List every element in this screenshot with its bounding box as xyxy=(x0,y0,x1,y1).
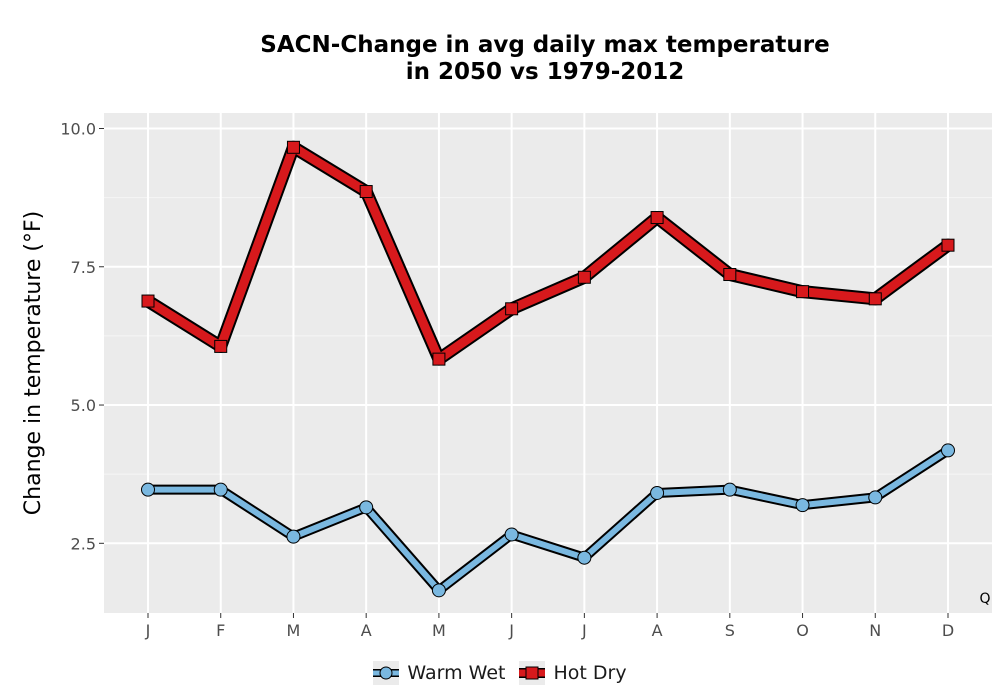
data-point xyxy=(141,482,155,497)
x-tick-label: J xyxy=(581,621,587,640)
chart-title-line-2: in 2050 vs 1979-2012 xyxy=(405,59,685,85)
data-point xyxy=(650,211,664,225)
data-point xyxy=(504,527,519,542)
data-point xyxy=(577,270,591,284)
data-point xyxy=(723,268,737,282)
data-point xyxy=(796,285,810,299)
y-tick-label: 10.0 xyxy=(60,119,96,138)
data-point xyxy=(795,498,810,513)
chart-title: SACN-Change in avg daily max temperature… xyxy=(100,32,990,86)
y-tick-label: 7.5 xyxy=(71,258,96,277)
series-line xyxy=(145,447,951,594)
series-1 xyxy=(141,443,955,598)
legend-label-hot-dry: Hot Dry xyxy=(553,662,627,684)
y-tick-label: 5.0 xyxy=(71,396,96,415)
legend-item-warm-wet: Warm Wet xyxy=(373,661,505,685)
data-point xyxy=(141,294,155,308)
x-tick-label: N xyxy=(869,621,881,640)
x-tick-label: A xyxy=(652,621,663,640)
legend-item-hot-dry: Hot Dry xyxy=(519,661,627,685)
legend-label-warm-wet: Warm Wet xyxy=(407,662,506,684)
chart-title-line-1: SACN-Change in avg daily max temperature xyxy=(260,32,830,58)
x-tick-label: A xyxy=(361,621,372,640)
series-2 xyxy=(141,140,955,366)
data-point xyxy=(214,339,228,353)
series-layer xyxy=(141,140,955,598)
data-point xyxy=(213,482,228,497)
data-point xyxy=(722,482,737,497)
data-point xyxy=(286,140,300,154)
plot-panel xyxy=(104,113,992,613)
data-point xyxy=(868,292,882,306)
data-point xyxy=(941,443,955,458)
data-point xyxy=(505,302,519,316)
x-tick-label: J xyxy=(145,621,151,640)
data-point xyxy=(577,550,592,565)
axes: 2.5 5.0 7.5 10.0 J F M A M J J A S O N D xyxy=(60,119,954,640)
x-tick-label: M xyxy=(287,621,301,640)
legend-key-hot-dry xyxy=(519,661,546,685)
data-point xyxy=(941,238,955,252)
data-point xyxy=(868,490,883,505)
data-point xyxy=(431,583,446,598)
data-point xyxy=(359,185,373,199)
corner-label: Q xyxy=(979,591,990,607)
data-point xyxy=(650,485,665,500)
x-tick-label: J xyxy=(508,621,514,640)
data-point xyxy=(286,529,301,544)
data-point xyxy=(359,500,374,515)
x-tick-label: D xyxy=(942,621,954,640)
legend-key-warm-wet xyxy=(373,661,400,685)
x-tick-label: M xyxy=(432,621,446,640)
series-line xyxy=(143,142,953,364)
y-tick-label: 2.5 xyxy=(71,534,96,553)
data-point xyxy=(432,352,446,366)
y-axis-label: Change in temperature (°F) xyxy=(21,211,46,515)
x-tick-label: F xyxy=(216,621,225,640)
legend: Warm Wet Hot Dry xyxy=(0,660,1000,686)
x-tick-label: O xyxy=(796,621,809,640)
x-tick-label: S xyxy=(725,621,735,640)
